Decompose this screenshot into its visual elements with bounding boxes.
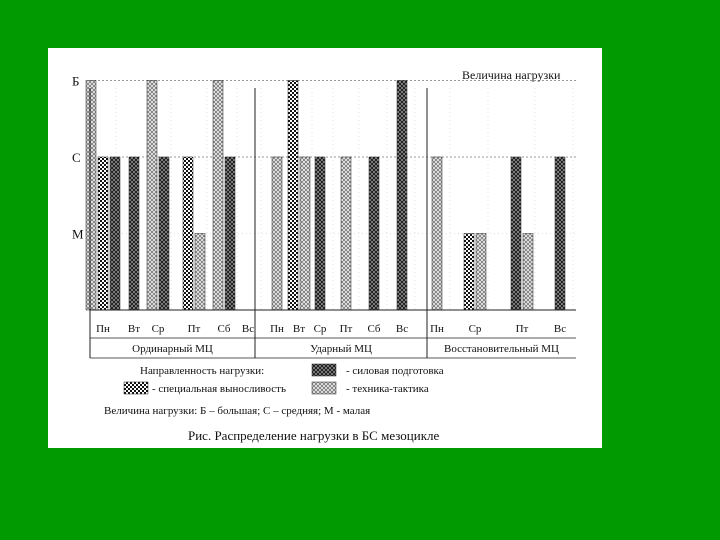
legend-swatch: [123, 381, 149, 395]
day-label: Вс: [396, 323, 408, 335]
bar: [396, 80, 408, 311]
bar: [194, 233, 206, 311]
bar: [271, 156, 283, 311]
bar: [182, 156, 194, 311]
caption-text: Рис. Распределение нагрузки в БС мезоцик…: [188, 428, 440, 443]
legend-heading: Направленность нагрузки:: [140, 365, 264, 377]
bar: [109, 156, 121, 311]
day-label: Сб: [367, 323, 380, 335]
day-label: Ср: [152, 323, 165, 335]
day-label: Вт: [128, 323, 140, 335]
day-label: Пт: [340, 323, 353, 335]
load-level-note: Величина нагрузки: Б – большая; С – сред…: [104, 405, 370, 417]
group-label: Восстановительный МЦ: [444, 343, 559, 355]
bar: [224, 156, 236, 311]
bar: [463, 233, 475, 311]
bar: [128, 156, 140, 311]
bar: [158, 156, 170, 311]
day-label: Пн: [270, 323, 284, 335]
day-label: Сб: [217, 323, 230, 335]
y-level-label: Б: [72, 74, 79, 89]
bar: [368, 156, 380, 311]
legend-swatch: [311, 363, 337, 377]
legend-swatch: [311, 381, 337, 395]
day-label: Ср: [314, 323, 327, 335]
legend-label: - специальная выносливость: [152, 383, 286, 395]
bar: [314, 156, 326, 311]
bar: [97, 156, 109, 311]
y-level-label: М: [72, 227, 84, 242]
day-label: Пт: [188, 323, 201, 335]
day-label: Вт: [293, 323, 305, 335]
bar: [85, 80, 97, 311]
bar: [510, 156, 522, 311]
legend-label: - силовая подготовка: [346, 365, 444, 377]
figure-card: М С Б Величина нагрузки Ординарный МЦ Пн Вт Ср П…: [48, 48, 602, 448]
group-label: Ударный МЦ: [310, 343, 372, 355]
day-label: Вс: [554, 323, 566, 335]
bar: [475, 233, 487, 311]
bar: [554, 156, 566, 311]
day-label: Пн: [96, 323, 110, 335]
legend-label: - техника-тактика: [346, 383, 429, 395]
day-label: Вс: [242, 323, 254, 335]
y-level-label: С: [72, 150, 81, 165]
day-label: Пт: [516, 323, 529, 335]
day-label: Пн: [430, 323, 444, 335]
group-label: Ординарный МЦ: [132, 343, 213, 355]
bar: [431, 156, 443, 311]
bar: [287, 80, 299, 311]
bar: [212, 80, 224, 311]
bar: [299, 156, 311, 311]
bar: [146, 80, 158, 311]
bar: [340, 156, 352, 311]
load-distribution-chart: М С Б Величина нагрузки Ординарный МЦ Пн Вт Ср П…: [72, 68, 576, 443]
bar: [522, 233, 534, 311]
day-label: Ср: [469, 323, 482, 335]
y-axis-title: Величина нагрузки: [462, 68, 561, 82]
